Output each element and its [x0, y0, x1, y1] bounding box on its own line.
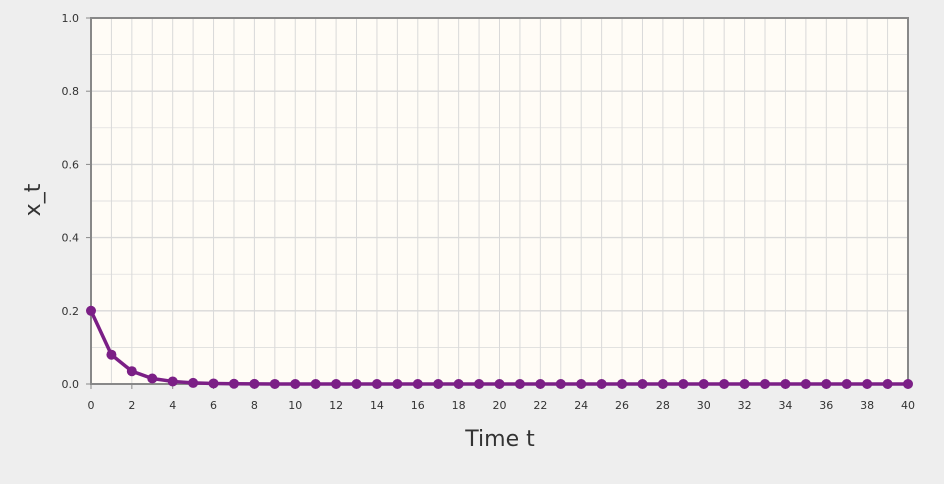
data-point: [903, 379, 913, 389]
data-point: [739, 379, 750, 389]
data-point: [821, 379, 832, 389]
data-point: [412, 379, 423, 389]
x-tick-label: 16: [411, 399, 425, 412]
data-point: [474, 379, 485, 389]
data-point: [433, 379, 444, 389]
x-tick-label: 20: [493, 399, 507, 412]
data-point: [208, 378, 219, 389]
data-point: [800, 379, 811, 389]
x-tick-label: 38: [860, 399, 874, 412]
data-point: [760, 379, 771, 389]
data-point: [228, 378, 239, 389]
x-tick-label: 12: [329, 399, 343, 412]
x-tick-label: 40: [901, 399, 915, 412]
data-point: [514, 379, 525, 389]
data-point: [698, 379, 709, 389]
data-point: [678, 379, 689, 389]
x-tick-label: 6: [210, 399, 217, 412]
data-point: [637, 379, 648, 389]
x-tick-label: 22: [533, 399, 547, 412]
data-point: [494, 379, 505, 389]
x-tick-label: 0: [88, 399, 95, 412]
x-tick-label: 24: [574, 399, 588, 412]
x-tick-label: 10: [288, 399, 302, 412]
x-tick-label: 32: [738, 399, 752, 412]
data-point: [453, 379, 464, 389]
data-series: [86, 305, 913, 389]
x-axis-title: Time t: [464, 427, 535, 452]
y-tick-label: 0.6: [62, 158, 80, 171]
data-point: [719, 379, 730, 389]
x-tick-label: 28: [656, 399, 670, 412]
y-tick-label: 0.8: [62, 85, 80, 98]
data-point: [535, 379, 546, 389]
data-point: [862, 379, 873, 389]
x-tick-label: 36: [819, 399, 833, 412]
y-axis-title: x_t: [21, 183, 46, 216]
x-tick-label: 34: [778, 399, 792, 412]
data-point: [392, 379, 403, 389]
x-tick-label: 30: [697, 399, 711, 412]
data-point: [86, 305, 96, 316]
data-point: [126, 366, 137, 377]
x-tick-label: 8: [251, 399, 258, 412]
data-point: [310, 379, 321, 389]
data-point: [555, 379, 566, 389]
tick-labels: 0.00.20.40.60.81.00 2 4 6 8 10 12 14 16 18 20 22 24 2…: [62, 12, 916, 412]
data-point: [167, 376, 178, 387]
data-point: [596, 379, 607, 389]
y-tick-label: 1.0: [62, 12, 80, 25]
data-point: [147, 373, 158, 384]
y-tick-label: 0.0: [62, 378, 80, 391]
data-point: [576, 379, 587, 389]
data-point: [882, 379, 893, 389]
x-tick-label: 4: [169, 399, 176, 412]
data-point: [249, 378, 260, 389]
data-point: [617, 379, 628, 389]
grid-lines: [90, 17, 909, 385]
x-tick-label: 2: [128, 399, 135, 412]
x-tick-label: 14: [370, 399, 384, 412]
y-tick-label: 0.4: [62, 232, 80, 245]
data-point: [841, 379, 852, 389]
data-point: [188, 377, 199, 388]
data-point: [290, 379, 301, 389]
data-point: [780, 379, 791, 389]
y-tick-label: 0.2: [62, 305, 80, 318]
data-point: [657, 379, 668, 389]
data-point: [269, 378, 280, 389]
x-tick-label: 18: [452, 399, 466, 412]
x-tick-label: 26: [615, 399, 629, 412]
data-point: [371, 379, 382, 389]
data-point: [106, 349, 117, 360]
data-point: [331, 379, 342, 389]
data-point: [351, 379, 362, 389]
